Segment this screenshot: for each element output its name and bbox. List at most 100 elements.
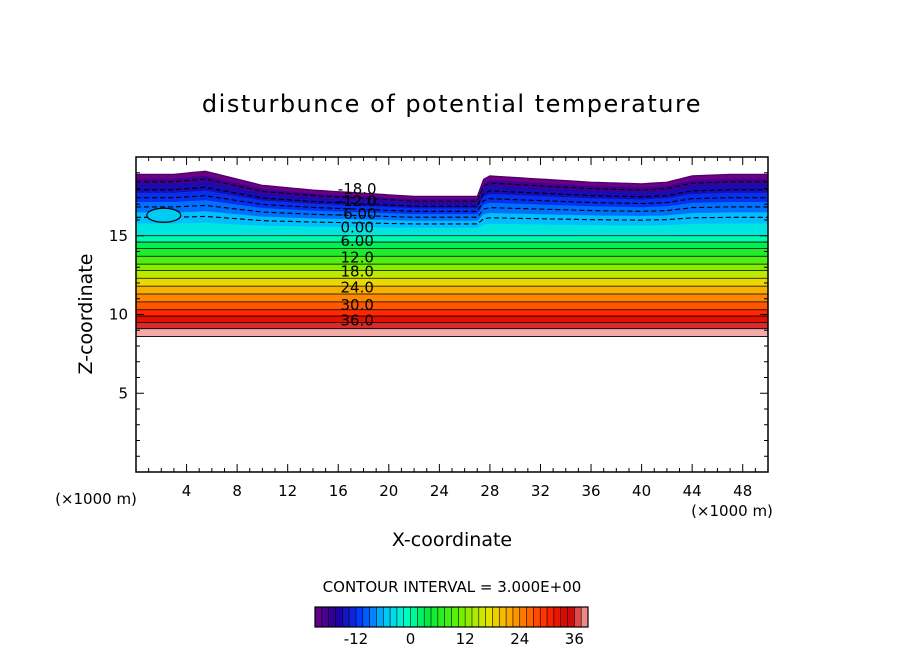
contour-label: 12.0 [340,249,373,267]
colorbar-cell [355,607,364,627]
x-tick-label: 48 [733,482,752,500]
colorbar-cell [321,607,329,627]
y-axis-ticks: 5 10 15 [109,172,768,457]
x-tick-label: 16 [329,482,348,500]
x-tick-label: 24 [430,482,449,500]
x-axis-ticks: 4 8 12 16 20 24 28 32 36 40 44 48 [148,157,756,500]
colorbar-cell [349,607,357,627]
colorbar-tick-label: 0 [406,630,416,648]
x-tick-label: 32 [531,482,550,500]
colorbar-frame [314,606,589,628]
contour-label: 30.0 [340,296,373,314]
colorbar-cell [328,607,336,627]
contour-fill-band [136,235,768,243]
contour-line-negative [136,215,768,225]
colorbar-cell [478,607,486,627]
colorbar-tick-label: 24 [510,630,529,648]
contour-label: 18.0 [340,263,373,281]
x-tick-label: 4 [182,482,192,500]
colorbar-cell [424,607,432,627]
x-unit-right: (×1000 m) [691,502,773,520]
contour-label: 36.0 [340,312,373,330]
y-tick-label: 5 [118,384,128,402]
contour-fill-band [136,264,768,271]
colorbar-cell [560,607,568,627]
colorbar-cell [471,607,480,627]
x-tick-label: 40 [632,482,651,500]
colorbar [314,606,589,628]
x-tick-label: 44 [683,482,702,500]
colorbar-cell [465,607,473,627]
contour-fill-band [136,328,768,337]
contour-fill-band [136,286,768,295]
contour-fill-band [136,278,768,287]
colorbar-cell [567,607,575,627]
contour-label: -12.0 [338,192,377,210]
contour-fill-band [136,309,768,317]
colorbar-cell [499,607,507,627]
contour-label: 24.0 [340,278,373,296]
contour-labels: -18.0-12.0-6.000.006.0012.018.024.030.03… [338,180,377,330]
colorbar-cell [512,607,521,627]
y-axis-label: Z-coordinate [75,254,97,375]
contour-fill-band [136,322,768,329]
colorbar-tick-label: -12 [344,630,369,648]
contour-label: 6.00 [340,232,373,250]
colorbar-cell [369,607,377,627]
colorbar-cell [519,607,527,627]
contour-label: -6.00 [338,205,377,223]
closed-contour [146,207,182,223]
contour-label: 0.00 [340,219,373,237]
colorbar-cell [581,607,589,627]
colorbar-cell [362,607,370,627]
x-unit-left: (×1000 m) [55,490,137,508]
contour-fill-band [136,301,768,310]
contour-line-negative [136,204,768,218]
colorbar-tick-labels: -12 0 12 24 36 [344,630,584,648]
x-axis-label: X-coordinate [392,529,512,551]
colorbar-cell [547,607,555,627]
chart-title: disturbunce of potential temperature [202,90,702,118]
colorbar-cell [451,607,459,627]
contour-interval-label: CONTOUR INTERVAL = 3.000E+00 [323,578,582,596]
colorbar-cell [417,607,425,627]
colorbar-cell [533,607,541,627]
colorbar-cell [485,607,493,627]
colorbar-cell [458,607,466,627]
contour-fill-band [136,270,768,279]
colorbar-cell [492,607,500,627]
layer-top-boundary [136,170,768,197]
contour-lines [136,170,768,337]
x-tick-label: 20 [379,482,398,500]
colorbar-cell [410,607,418,627]
y-tick-label: 15 [109,227,128,245]
contour-line-negative [136,178,768,202]
colorbar-tick-label: 36 [565,630,584,648]
contour-line-negative [136,195,768,212]
colorbar-tick-label: 12 [456,630,475,648]
colorbar-cell [574,607,582,627]
x-tick-label: 12 [278,482,297,500]
contour-label: -18.0 [338,180,377,198]
contour-fill-band [136,256,768,265]
colorbar-cell [342,607,350,627]
colorbar-cell [540,607,548,627]
colorbar-cell [553,607,561,627]
colorbar-cell [437,607,445,627]
contour-fill-band [136,316,768,323]
colorbar-cell [315,607,323,627]
contour-line-negative [136,186,768,207]
contour-fill-band [136,248,768,257]
colorbar-cell [376,607,384,627]
contour-fill-upper [136,222,768,236]
colorbar-cell [506,607,514,627]
colorbar-cell [526,607,534,627]
colorbar-cell [383,607,391,627]
x-tick-label: 28 [480,482,499,500]
colorbar-cell [335,607,343,627]
contour-fill-band [136,242,768,249]
contour-fill-band [136,294,768,302]
colorbar-cell [390,607,398,627]
colorbar-cell [403,607,411,627]
